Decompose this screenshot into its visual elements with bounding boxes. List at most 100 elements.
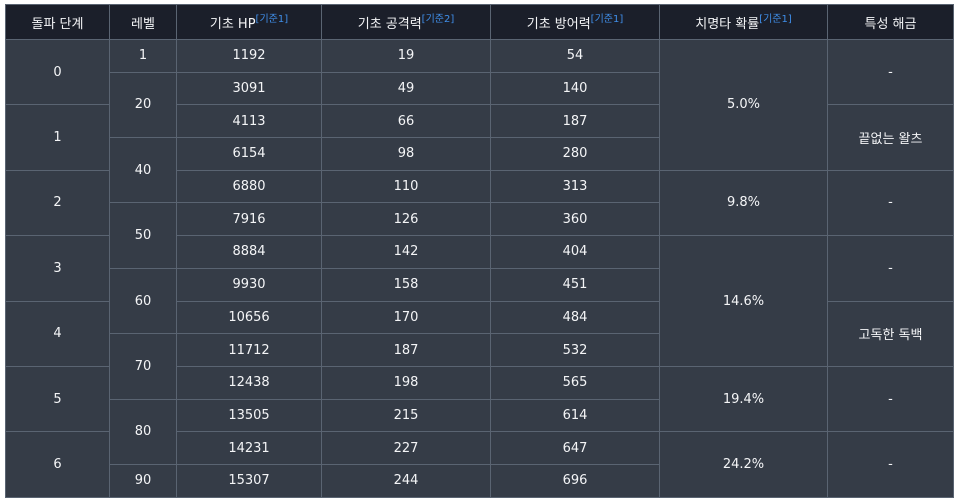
header-crit-ref-link[interactable]: [기준1] [759, 13, 792, 25]
table-row: 0 1 1192 19 54 5.0% - [5, 38, 954, 171]
table-row: 80 13505 215 614 [6, 398, 954, 465]
def-cell: 532 [490, 333, 660, 367]
def-cell: 360 [490, 202, 660, 237]
level-cell: 50 [109, 202, 177, 269]
def-cell: 647 [490, 431, 660, 465]
header-crit: 치명타 확률[기준1] [659, 4, 828, 40]
crit-cell: 5.0% [659, 39, 828, 171]
stage-cell: 1 [5, 104, 110, 171]
hp-cell: 12438 [176, 365, 322, 400]
trait-cell: 고독한 독백 [827, 300, 954, 367]
hp-cell: 11712 [176, 333, 322, 367]
header-crit-label: 치명타 확률 [695, 16, 760, 32]
trait-cell: - [827, 169, 954, 237]
stage-cell: 4 [5, 300, 110, 367]
stage-cell: 5 [5, 365, 110, 433]
atk-cell: 126 [321, 202, 491, 237]
atk-cell: 170 [321, 300, 491, 335]
header-level: 레벨 [109, 4, 177, 40]
crit-cell: 24.2% [659, 431, 828, 498]
stage-cell: 3 [5, 235, 110, 302]
table-row: 6 14231 227 647 24.2% - [5, 431, 954, 498]
crit-cell: 9.8% [659, 169, 828, 237]
header-def-ref-link[interactable]: [기준1] [590, 13, 624, 25]
header-stage: 돌파 단계 [5, 4, 110, 40]
header-hp-label: 기초 HP [209, 16, 256, 32]
trait-cell: - [827, 235, 954, 302]
atk-cell: 19 [321, 39, 491, 73]
atk-cell: 187 [321, 333, 491, 367]
atk-cell: 66 [321, 104, 491, 139]
table-row: 5 12438 198 565 19.4% - [5, 365, 954, 433]
level-cell: 70 [109, 333, 177, 400]
hp-cell: 3091 [176, 71, 322, 106]
trait-cell: - [827, 431, 954, 498]
header-atk: 기초 공격력[기준2] [321, 4, 491, 40]
level-cell: 60 [109, 267, 177, 335]
trait-cell: - [827, 38, 954, 106]
header-trait: 특성 해금 [827, 4, 954, 40]
def-cell: 280 [490, 137, 660, 171]
hp-cell: 15307 [176, 463, 322, 498]
header-atk-ref-link[interactable]: [기준2] [421, 13, 455, 25]
hp-cell: 6154 [176, 137, 322, 171]
atk-cell: 158 [321, 267, 491, 302]
table-row: 70 11712 187 532 [6, 333, 954, 400]
def-cell: 313 [490, 169, 660, 204]
atk-cell: 49 [321, 71, 491, 106]
stage-cell: 2 [5, 169, 110, 237]
hp-cell: 9930 [176, 267, 322, 302]
table-row: 90 15307 244 696 [6, 463, 954, 498]
stats-table-container: 돌파 단계 레벨 기초 HP[기준1] 기초 공격력[기준2] 기초 방어력[기… [5, 4, 954, 498]
hp-cell: 14231 [176, 431, 322, 465]
table-row: 1 4113 66 187 끝없는 왈츠 [5, 104, 954, 171]
hp-cell: 10656 [176, 300, 322, 335]
hp-cell: 8884 [176, 235, 322, 269]
atk-cell: 244 [321, 463, 491, 498]
hp-cell: 13505 [176, 398, 322, 433]
level-cell: 20 [109, 71, 177, 139]
def-cell: 484 [490, 300, 660, 335]
header-hp: 기초 HP[기준1] [176, 4, 322, 40]
def-cell: 404 [490, 235, 660, 269]
header-def-label: 기초 방어력 [526, 16, 591, 32]
table-row: 60 9930 158 451 [6, 267, 954, 335]
table-header: 돌파 단계 레벨 기초 HP[기준1] 기초 공격력[기준2] 기초 방어력[기… [5, 4, 954, 40]
def-cell: 451 [490, 267, 660, 302]
crit-cell: 14.6% [659, 235, 828, 367]
table-row: 3 8884 142 404 14.6% - [5, 235, 954, 367]
def-cell: 140 [490, 71, 660, 106]
def-cell: 187 [490, 104, 660, 139]
table-row: 2 6880 110 313 9.8% - [5, 169, 954, 237]
hp-cell: 7916 [176, 202, 322, 237]
table-row: 4 10656 170 484 고독한 독백 [5, 300, 954, 367]
table-row: 20 3091 49 140 [6, 71, 954, 139]
atk-cell: 227 [321, 431, 491, 465]
atk-cell: 98 [321, 137, 491, 171]
header-def: 기초 방어력[기준1] [490, 4, 660, 40]
table-row: 50 7916 126 360 [6, 202, 954, 269]
trait-cell: - [827, 365, 954, 433]
stage-cell: 0 [5, 38, 110, 106]
atk-cell: 198 [321, 365, 491, 400]
level-cell: 80 [109, 398, 177, 465]
trait-cell: 끝없는 왈츠 [827, 104, 954, 171]
hp-cell: 4113 [176, 104, 322, 139]
level-cell: 1 [109, 39, 177, 73]
def-cell: 696 [490, 463, 660, 498]
header-hp-ref-link[interactable]: [기준1] [255, 13, 289, 25]
hp-cell: 6880 [176, 169, 322, 204]
crit-cell: 19.4% [659, 365, 828, 433]
def-cell: 565 [490, 365, 660, 400]
stage-cell: 6 [5, 431, 110, 498]
header-row: 돌파 단계 레벨 기초 HP[기준1] 기초 공격력[기준2] 기초 방어력[기… [5, 4, 954, 40]
atk-cell: 110 [321, 169, 491, 204]
hp-cell: 1192 [176, 39, 322, 73]
header-atk-label: 기초 공격력 [357, 16, 422, 32]
ascension-stats-table: 돌파 단계 레벨 기초 HP[기준1] 기초 공격력[기준2] 기초 방어력[기… [5, 4, 954, 498]
atk-cell: 142 [321, 235, 491, 269]
def-cell: 54 [490, 39, 660, 73]
atk-cell: 215 [321, 398, 491, 433]
table-row: 40 6154 98 280 [6, 137, 954, 204]
def-cell: 614 [490, 398, 660, 433]
